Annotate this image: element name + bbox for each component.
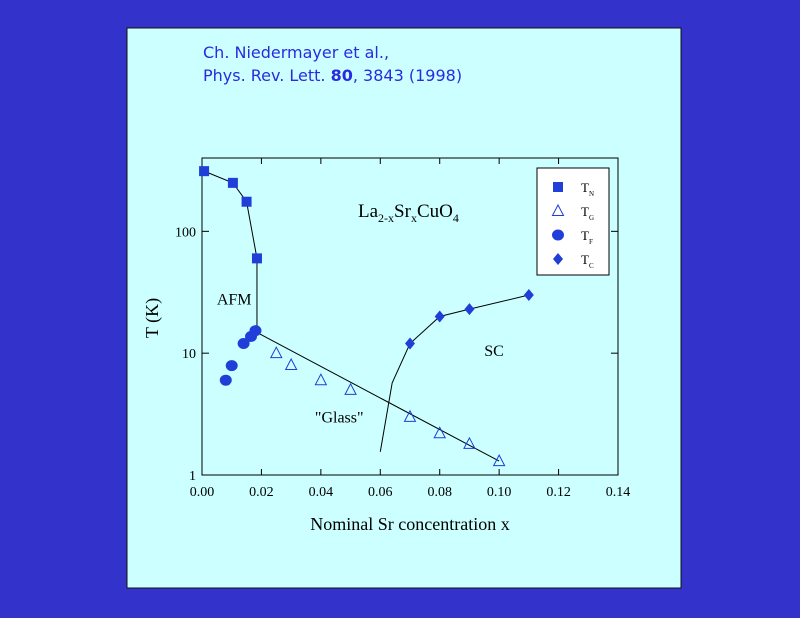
plot-frame (201, 157, 619, 476)
legend-name: T (581, 252, 589, 267)
annotation: "Glass" (315, 409, 364, 426)
annotation: SC (484, 343, 504, 360)
y-axis-label: T (K) (142, 298, 163, 338)
x-tick-label: 0.06 (368, 485, 393, 500)
marker-square (199, 166, 210, 177)
legend-name: T (581, 228, 589, 243)
x-tick-label: 0.12 (546, 485, 571, 500)
legend-subscript: N (589, 190, 594, 198)
marker-diamond (434, 310, 445, 323)
guide-line (379, 294, 529, 452)
marker-triangle (284, 357, 298, 370)
x-tick-label: 0.10 (487, 485, 512, 500)
marker-triangle (463, 436, 476, 449)
formula-text: La (358, 201, 379, 222)
marker-diamond (553, 253, 563, 265)
panel (126, 27, 682, 589)
legend-label: TG (581, 204, 594, 222)
x-tick-label: 0.02 (249, 485, 274, 500)
y-tick-label: 1 (189, 469, 196, 484)
marker-triangle (551, 203, 565, 216)
y-tick-label: 10 (182, 347, 196, 362)
legend-name: T (581, 180, 589, 195)
x-tick-label: 0.00 (190, 485, 215, 500)
marker-triangle (403, 409, 417, 422)
formula-subscript: x (411, 211, 417, 225)
marker-triangle (314, 373, 328, 386)
formula: La2-xSrxCuO4 (358, 201, 459, 225)
legend-box (536, 167, 610, 276)
formula-subscript: 2-x (378, 211, 394, 225)
citation-part: , 3843 (1998) (353, 66, 462, 85)
formula-subscript: 4 (453, 211, 459, 225)
guide-line (255, 331, 500, 462)
marker-triangle (433, 426, 447, 439)
marker-triangle (492, 454, 506, 467)
legend-label: TN (581, 180, 594, 198)
marker-diamond (405, 337, 415, 350)
marker-diamond (523, 289, 534, 302)
formula-text: Sr (394, 201, 412, 222)
marker-circle (237, 338, 250, 350)
marker-circle (219, 374, 232, 386)
legend-subscript: C (589, 262, 594, 270)
marker-square (553, 182, 563, 192)
x-tick-label: 0.04 (309, 485, 334, 500)
legend-name: T (581, 204, 589, 219)
marker-square (241, 196, 252, 207)
marker-circle (225, 360, 238, 372)
citation-line: Ch. Niedermayer et al., (203, 43, 389, 62)
marker-square (251, 253, 262, 264)
x-tick-label: 0.14 (606, 485, 631, 500)
citation-part: 80 (331, 66, 353, 85)
marker-triangle (269, 346, 283, 359)
x-tick-label: 0.08 (427, 485, 452, 500)
citation-part: Phys. Rev. Lett. (203, 66, 331, 85)
legend-subscript: G (589, 214, 594, 222)
marker-diamond (464, 303, 475, 316)
x-axis-label: Nominal Sr concentration x (310, 514, 509, 534)
annotation: AFM (217, 292, 252, 309)
legend-subscript: F (589, 238, 593, 246)
formula-text: CuO (417, 201, 453, 222)
legend-label: TF (581, 228, 593, 246)
citation-line: Phys. Rev. Lett. 80, 3843 (1998) (203, 66, 462, 85)
marker-square (227, 177, 238, 188)
marker-triangle (344, 382, 357, 395)
legend-label: TC (581, 252, 594, 270)
marker-circle (249, 325, 262, 337)
marker-circle (552, 229, 564, 241)
y-tick-label: 100 (175, 225, 196, 240)
